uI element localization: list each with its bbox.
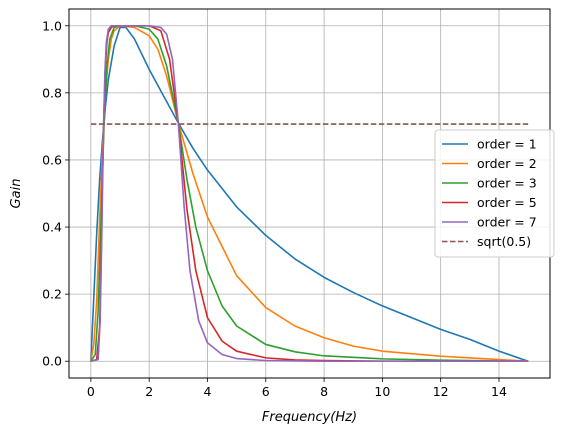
y-axis-label: Gain — [9, 179, 24, 209]
x-tick-label: 14 — [491, 384, 507, 399]
x-axis: 0 2 4 6 8 10 12 14 — [87, 378, 507, 399]
legend-label: order = 5 — [477, 195, 537, 210]
x-tick-label: 6 — [262, 384, 270, 399]
x-tick-label: 2 — [145, 384, 153, 399]
y-tick-label: 0.8 — [42, 85, 62, 100]
series-line — [90, 24, 529, 363]
legend-label: order = 1 — [477, 137, 537, 152]
legend-label: order = 7 — [477, 215, 537, 230]
legend-label: order = 2 — [477, 156, 537, 171]
x-tick-label: 4 — [203, 384, 211, 399]
x-tick-label: 10 — [374, 384, 390, 399]
x-tick-label: 12 — [433, 384, 449, 399]
x-tick-label: 0 — [87, 384, 95, 399]
y-tick-label: 0.0 — [42, 354, 62, 369]
y-tick-label: 0.6 — [42, 152, 62, 167]
y-tick-label: 1.0 — [42, 18, 62, 33]
legend-label: sqrt(0.5) — [477, 234, 531, 249]
x-tick-label: 8 — [320, 384, 328, 399]
y-tick-label: 0.4 — [42, 220, 62, 235]
series-layer — [90, 24, 529, 363]
legend-label: order = 3 — [477, 176, 537, 191]
x-axis-label: Frequency(Hz) — [262, 410, 357, 425]
legend: order = 1 order = 2 order = 3 order = 5 orde… — [434, 129, 555, 258]
legend-frame — [434, 129, 555, 258]
grid-lines — [69, 9, 550, 378]
y-axis: 0.0 0.2 0.4 0.6 0.8 1.0 — [42, 18, 69, 369]
y-tick-label: 0.2 — [42, 287, 62, 302]
